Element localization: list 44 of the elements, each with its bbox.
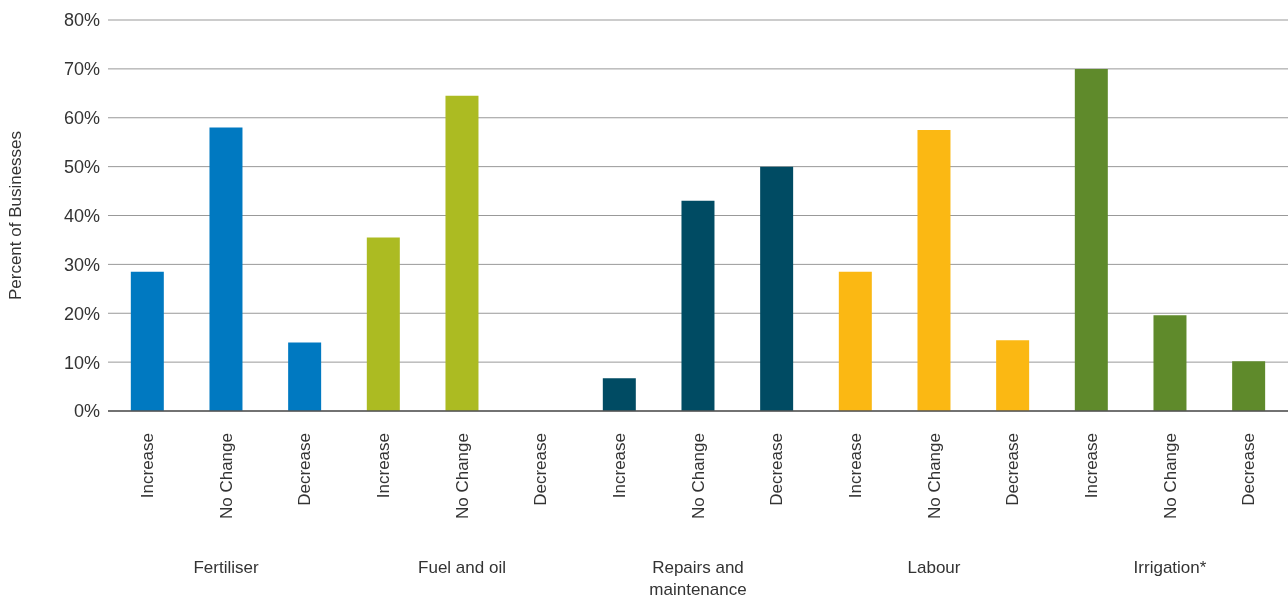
- bar: [760, 166, 794, 411]
- bar: [1232, 361, 1266, 411]
- bar: [838, 271, 872, 411]
- y-tick-label: 0%: [73, 401, 100, 422]
- y-tick-label: 40%: [63, 205, 100, 226]
- x-tick-label: Increase: [1081, 433, 1101, 499]
- x-tick-label: Decrease: [767, 433, 787, 506]
- x-tick-label: Decrease: [1239, 433, 1259, 506]
- text: Fertiliser: [193, 558, 259, 577]
- bar: [1074, 68, 1108, 411]
- text: Fuel and oil: [418, 558, 506, 577]
- x-tick-label: Increase: [373, 433, 393, 499]
- bar: [996, 340, 1030, 411]
- y-tick-label: 60%: [63, 108, 100, 129]
- y-axis-title: Percent of Businesses: [6, 130, 26, 301]
- x-tick-label: No Change: [688, 433, 708, 520]
- text: Repairs and maintenance: [649, 558, 747, 599]
- text: Irrigation*: [1133, 558, 1207, 577]
- bar: [1153, 315, 1187, 411]
- x-tick-label: Increase: [137, 433, 157, 499]
- x-tick-label: Decrease: [295, 433, 315, 506]
- x-tick-label: No Change: [1160, 433, 1180, 520]
- bar: [917, 129, 951, 411]
- bar: [130, 271, 164, 411]
- y-tick-label: 70%: [63, 59, 100, 80]
- x-tick-label: No Change: [216, 433, 236, 520]
- bar: [681, 200, 715, 411]
- y-tick-label: 80%: [63, 10, 100, 31]
- y-tick-label: 20%: [63, 303, 100, 324]
- x-tick-label: No Change: [452, 433, 472, 520]
- bar: [366, 237, 400, 411]
- text: Labour: [907, 558, 961, 577]
- x-tick-label: Decrease: [1003, 433, 1023, 506]
- x-tick-label: Decrease: [531, 433, 551, 506]
- bar: [602, 378, 636, 411]
- x-tick-label: Increase: [609, 433, 629, 499]
- x-tick-label: No Change: [924, 433, 944, 520]
- x-tick-label: Increase: [845, 433, 865, 499]
- y-tick-label: 10%: [63, 352, 100, 373]
- bar: [209, 127, 243, 411]
- y-tick-label: 50%: [63, 157, 100, 178]
- bar: [445, 95, 479, 411]
- y-tick-label: 30%: [63, 254, 100, 275]
- bar: [288, 342, 322, 411]
